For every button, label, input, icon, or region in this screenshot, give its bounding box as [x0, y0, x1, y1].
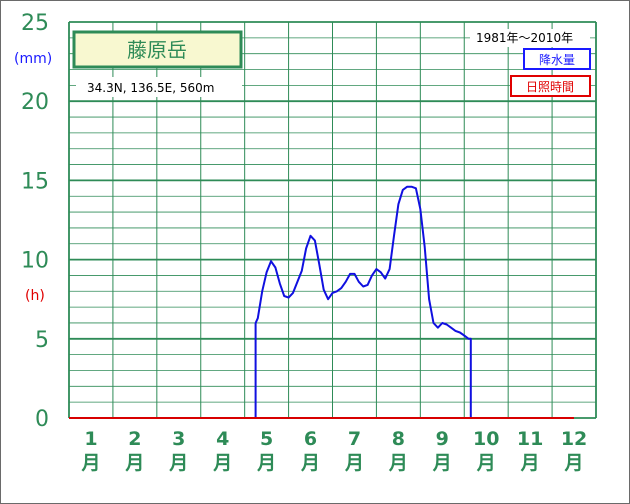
x-tick-month: 月: [564, 452, 584, 474]
x-tick-month: 月: [344, 452, 364, 474]
x-tick-number: 8: [392, 428, 405, 450]
x-tick-month: 月: [80, 452, 100, 474]
x-tick-number: 2: [128, 428, 141, 450]
y-tick-label: 20: [21, 90, 49, 115]
station-coords: 34.3N, 136.5E, 560m: [87, 81, 214, 95]
legend-sunshine-label: 日照時間: [526, 80, 574, 94]
y-tick-label: 0: [35, 407, 49, 432]
y-tick-label: 25: [21, 11, 49, 36]
period-label: 1981年〜2010年: [476, 31, 573, 45]
x-tick-number: 9: [436, 428, 449, 450]
x-tick-number: 12: [561, 428, 587, 450]
x-tick-number: 7: [348, 428, 361, 450]
legend-precip-label: 降水量: [539, 53, 575, 67]
station-name-box: [72, 30, 243, 69]
y-tick-label: 5: [35, 328, 49, 353]
x-tick-number: 3: [172, 428, 185, 450]
x-tick-month: 月: [388, 452, 408, 474]
legend-precip-box: [523, 48, 591, 70]
x-tick-month: 月: [256, 452, 276, 474]
y-axis-unit-left: (mm): [14, 51, 52, 67]
coords-box: [76, 77, 242, 97]
legend: 降水量 日照時間: [510, 48, 591, 97]
x-tick-number: 11: [517, 428, 543, 450]
y-axis-ticks: 0 5 10 15 20 25: [21, 11, 49, 432]
y-tick-label: 15: [21, 169, 49, 194]
precipitation-line: [254, 185, 472, 418]
x-tick-month: 月: [300, 452, 320, 474]
y-tick-label: 10: [21, 249, 49, 274]
x-tick-month: 月: [432, 452, 452, 474]
station-name: 藤原岳: [127, 38, 187, 62]
period-box: [470, 29, 590, 47]
x-tick-number: 1: [84, 428, 97, 450]
series-layer: [69, 185, 574, 419]
y-axis-unit-right: (h): [25, 288, 45, 304]
x-tick-month: 月: [168, 452, 188, 474]
x-tick-month: 月: [520, 452, 540, 474]
x-tick-month: 月: [212, 452, 232, 474]
x-tick-number: 10: [473, 428, 499, 450]
x-tick-month: 月: [124, 452, 144, 474]
legend-sunshine-box: [510, 75, 591, 97]
x-tick-month: 月: [476, 452, 496, 474]
x-tick-number: 5: [260, 428, 273, 450]
x-tick-number: 4: [216, 428, 229, 450]
x-tick-number: 6: [304, 428, 317, 450]
